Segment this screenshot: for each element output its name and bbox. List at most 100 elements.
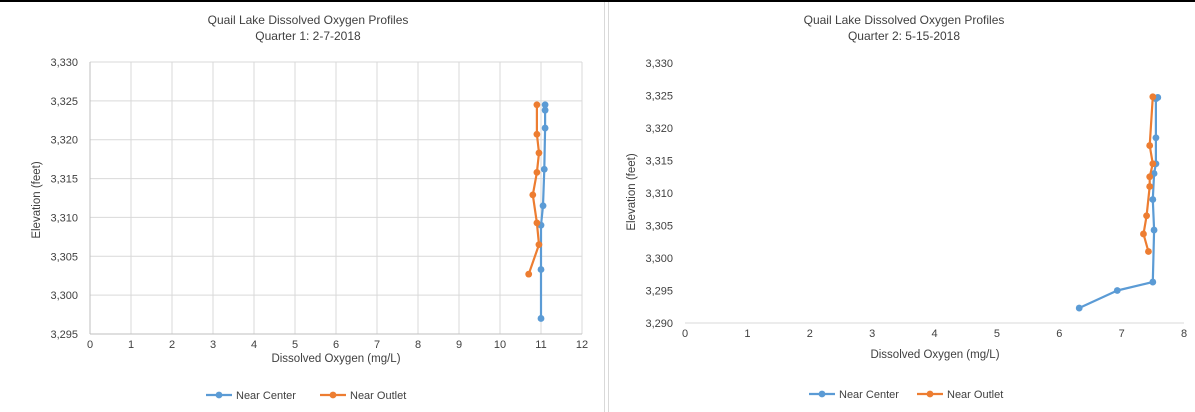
y-tick-label: 3,295 <box>50 329 78 341</box>
y-tick-label: 3,320 <box>50 135 78 147</box>
data-point <box>1154 94 1162 101</box>
chart-quarter-2: Quail Lake Dissolved Oxygen Profiles Qua… <box>626 13 1187 401</box>
data-point <box>541 101 549 109</box>
chart-subtitle: Quarter 2: 5-15-2018 <box>848 29 960 43</box>
x-tick-label: 12 <box>576 339 588 351</box>
axes <box>89 62 582 335</box>
y-tick-label: 3,320 <box>645 123 673 135</box>
y-tick-label: 3,315 <box>645 156 673 168</box>
chart-title: Quail Lake Dissolved Oxygen Profiles <box>804 13 1005 27</box>
x-tick-label: 2 <box>807 328 813 340</box>
y-tick-label: 3,300 <box>50 290 78 302</box>
x-tick-label: 3 <box>869 328 875 340</box>
legend-swatch-marker <box>818 390 826 398</box>
data-point <box>533 101 541 109</box>
y-axis-label: Elevation (feet) <box>626 153 638 231</box>
x-tick-label: 3 <box>210 339 216 351</box>
x-tick-label: 6 <box>333 339 339 351</box>
y-tick-label: 3,305 <box>645 221 673 233</box>
x-tick-labels: 0 1 2 3 4 5 6 7 8 <box>682 328 1187 340</box>
data-point <box>1149 93 1157 101</box>
chart-quarter-1: Quail Lake Dissolved Oxygen Profiles Qua… <box>31 13 588 402</box>
y-tick-label: 3,325 <box>50 96 78 108</box>
x-tick-labels: 0 1 2 3 4 5 6 7 8 9 10 11 12 <box>87 339 588 351</box>
data-point <box>1149 196 1157 203</box>
chart-title: Quail Lake Dissolved Oxygen Profiles <box>208 13 409 27</box>
chart-panel-quarter-2: Quail Lake Dissolved Oxygen Profiles Qua… <box>608 2 1195 412</box>
legend: Near Center Near Outlet <box>809 389 1003 401</box>
x-tick-label: 5 <box>292 339 298 351</box>
series-group <box>1075 93 1162 312</box>
legend-label: Near Center <box>839 389 899 401</box>
x-tick-label: 11 <box>535 339 546 351</box>
y-tick-label: 3,305 <box>50 251 78 263</box>
x-tick-label: 4 <box>931 328 937 340</box>
x-tick-label: 7 <box>374 339 380 351</box>
data-point <box>1152 134 1160 142</box>
y-tick-label: 3,310 <box>50 212 78 224</box>
y-tick-labels: 3,295 3,300 3,305 3,310 3,315 3,320 3,325 3,330 <box>50 57 78 341</box>
data-point <box>1146 183 1154 190</box>
x-tick-label: 8 <box>415 339 421 351</box>
data-point <box>1149 160 1157 168</box>
x-tick-label: 8 <box>1181 328 1187 340</box>
data-point <box>1146 173 1154 181</box>
x-axis-label: Dissolved Oxygen (mg/L) <box>870 349 999 361</box>
x-tick-label: 0 <box>87 339 93 351</box>
data-point <box>540 165 548 173</box>
legend-label: Near Center <box>236 390 296 402</box>
data-point <box>1150 226 1158 234</box>
y-tick-label: 3,300 <box>645 253 673 265</box>
data-point <box>541 106 549 114</box>
data-point <box>1140 230 1147 238</box>
data-point <box>1113 287 1121 294</box>
data-point <box>535 241 543 249</box>
legend-label: Near Outlet <box>350 390 406 402</box>
y-tick-label: 3,315 <box>50 174 78 186</box>
y-tick-label: 3,330 <box>50 57 78 69</box>
data-point <box>533 168 541 176</box>
x-tick-label: 6 <box>1056 328 1062 340</box>
chart-panel-quarter-1: Quail Lake Dissolved Oxygen Profiles Qua… <box>0 2 605 412</box>
data-point <box>1146 142 1154 149</box>
y-tick-label: 3,310 <box>645 188 673 200</box>
data-point <box>541 124 549 132</box>
chart-subtitle: Quarter 1: 2-7-2018 <box>255 29 361 43</box>
data-point <box>537 315 545 322</box>
x-tick-label: 5 <box>994 328 1000 340</box>
series-line-near-outlet <box>527 104 541 275</box>
y-tick-label: 3,325 <box>645 91 673 103</box>
data-point <box>1149 278 1157 286</box>
x-tick-label: 7 <box>1119 328 1125 340</box>
data-point <box>535 149 543 157</box>
x-tick-label: 1 <box>128 339 134 351</box>
legend-label: Near Outlet <box>947 389 1003 401</box>
data-point <box>525 270 533 278</box>
legend-swatch-marker <box>329 391 337 399</box>
legend: Near Center Near Outlet <box>206 390 406 402</box>
x-tick-label: 2 <box>169 339 175 351</box>
data-point <box>537 266 545 273</box>
y-tick-label: 3,330 <box>645 58 673 70</box>
gridlines <box>89 61 583 335</box>
x-tick-label: 10 <box>494 339 506 351</box>
top-border <box>0 0 1195 2</box>
series-line-near-center <box>1078 96 1159 309</box>
data-point <box>1143 212 1150 220</box>
data-point <box>539 202 547 210</box>
x-tick-label: 1 <box>744 328 750 340</box>
x-tick-label: 4 <box>251 339 257 351</box>
legend-swatch-marker <box>926 390 934 398</box>
x-tick-label: 9 <box>456 339 462 351</box>
y-axis-label: Elevation (feet) <box>31 161 43 239</box>
legend-swatch-marker <box>215 391 223 399</box>
y-tick-label: 3,295 <box>645 286 673 298</box>
x-tick-label: 0 <box>682 328 688 340</box>
series-group <box>525 101 549 322</box>
y-tick-labels: 3,290 3,295 3,300 3,305 3,310 3,315 3,320 3,325… <box>645 58 673 330</box>
series-line-near-center <box>539 104 547 319</box>
data-point <box>1145 248 1152 255</box>
data-point <box>533 219 541 227</box>
x-axis-label: Dissolved Oxygen (mg/L) <box>271 353 400 365</box>
data-point <box>529 191 537 199</box>
